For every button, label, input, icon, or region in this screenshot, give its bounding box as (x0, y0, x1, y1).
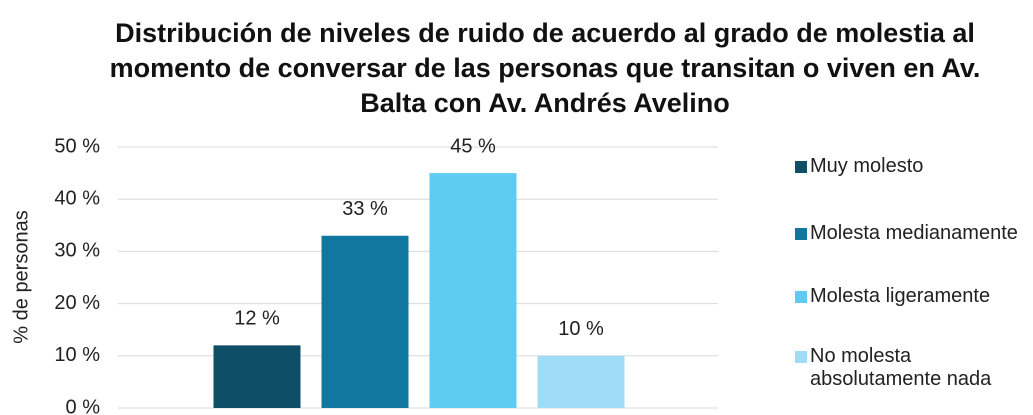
bar (429, 173, 517, 408)
bar (537, 355, 625, 408)
y-tick-label: 0 % (66, 396, 101, 415)
value-label: 10 % (558, 318, 604, 340)
legend-swatch (795, 228, 807, 240)
legend-label: Muy molesto (810, 155, 924, 177)
legend-entry: Molesta ligeramente (795, 285, 1031, 308)
legend-swatch (795, 291, 807, 303)
legend-label: No molesta absolutamente nada (810, 345, 992, 390)
y-tick-label: 40 % (54, 187, 100, 209)
y-tick-label: 10 % (54, 344, 100, 366)
y-tick-label: 30 % (54, 240, 100, 262)
legend-entry: Molesta medianamente (795, 222, 1031, 245)
bar (321, 235, 409, 408)
legend-entry: Muy molesto (795, 155, 1031, 178)
legend-swatch (795, 351, 807, 363)
y-axis-label: % de personas (10, 210, 32, 343)
y-tick-label: 50 % (54, 135, 100, 157)
y-tick-label: 20 % (54, 292, 100, 314)
value-label: 33 % (342, 198, 388, 220)
legend-label: Molesta medianamente (810, 222, 1018, 244)
bar (213, 345, 301, 408)
value-label: 12 % (234, 308, 280, 330)
legend-entry: No molesta absolutamente nada (795, 345, 1031, 391)
chart-title: Distribución de niveles de ruido de acue… (109, 18, 981, 118)
legend-label: Molesta ligeramente (810, 285, 991, 307)
legend-swatch (795, 161, 807, 173)
value-label: 45 % (450, 135, 496, 157)
